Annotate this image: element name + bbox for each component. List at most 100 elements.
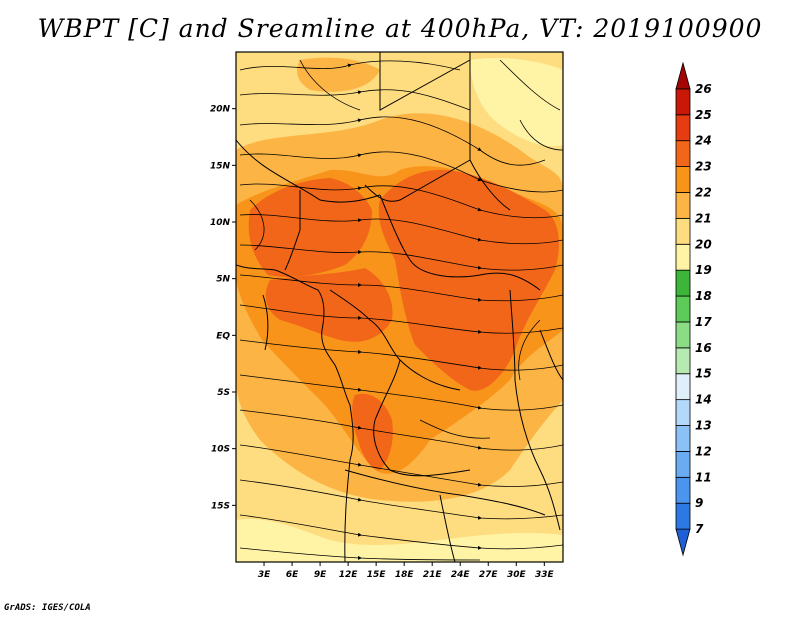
footer-credit: GrADS: IGES/COLA bbox=[4, 603, 91, 613]
colorbar-swatch bbox=[675, 476, 691, 504]
colorbar-label: 23 bbox=[695, 160, 712, 174]
colorbar-label: 15 bbox=[695, 367, 712, 381]
colorbar-label: 13 bbox=[695, 419, 712, 433]
lon-tick-label: 15E bbox=[367, 570, 387, 580]
colorbar-swatch bbox=[675, 166, 691, 193]
lat-tick-label: 5S bbox=[217, 388, 230, 398]
lat-tick-label: 5N bbox=[216, 275, 230, 285]
streamline bbox=[239, 151, 563, 193]
streamline bbox=[239, 304, 563, 334]
streamline bbox=[239, 214, 563, 245]
border-line bbox=[379, 194, 541, 291]
colorbar-label: 20 bbox=[695, 237, 712, 251]
streamline bbox=[239, 116, 546, 166]
streamline bbox=[239, 514, 563, 550]
streamline bbox=[239, 339, 563, 371]
lat-tick-label: 15S bbox=[211, 501, 230, 511]
streamline bbox=[239, 547, 481, 561]
latitude-axis: 20N 15N 10N 5N EQ 5S 10S 15S bbox=[210, 105, 236, 511]
streamline bbox=[499, 59, 561, 111]
colorbar-swatch bbox=[675, 347, 691, 375]
border-line bbox=[344, 469, 546, 516]
streamline bbox=[239, 244, 563, 271]
border-line bbox=[539, 469, 561, 531]
lon-tick-label: 30E bbox=[507, 570, 527, 580]
streamline bbox=[239, 183, 563, 219]
colorbar-swatch bbox=[675, 502, 691, 530]
colorbar-label: 19 bbox=[695, 263, 712, 277]
border-line bbox=[539, 329, 563, 381]
colorbar-swatch bbox=[675, 269, 691, 297]
lon-tick-label: 21E bbox=[423, 570, 443, 580]
lon-tick-label: 12E bbox=[339, 570, 359, 580]
streamline bbox=[299, 59, 361, 111]
border-line bbox=[364, 159, 471, 202]
colorbar-swatch bbox=[675, 61, 691, 90]
colorbar-swatch bbox=[675, 243, 691, 271]
colorbar-swatch bbox=[675, 321, 691, 349]
colorbar-swatch bbox=[675, 192, 691, 219]
border-line bbox=[284, 190, 301, 271]
colorbar-swatch bbox=[675, 88, 691, 116]
lon-tick-label: 6E bbox=[286, 570, 299, 580]
colorbar-swatch bbox=[675, 373, 691, 401]
colorbar-label: 18 bbox=[695, 289, 712, 303]
colorbar-label: 12 bbox=[695, 444, 712, 458]
lon-tick-label: 27E bbox=[479, 570, 499, 580]
lat-tick-label: 20N bbox=[210, 105, 231, 115]
lon-tick-label: 18E bbox=[395, 570, 415, 580]
colorbar-label: 9 bbox=[695, 496, 703, 510]
map-frame bbox=[235, 51, 564, 563]
colorbar-label: 24 bbox=[695, 134, 712, 148]
colorbar-label: 25 bbox=[695, 108, 712, 122]
colorbar-label: 22 bbox=[695, 185, 712, 199]
colorbar-label: 14 bbox=[695, 393, 712, 407]
lon-tick-label: 33E bbox=[535, 570, 555, 580]
wbpt-region-21b bbox=[297, 57, 380, 92]
map-title: WBPT [C] and Sreamline at 400hPa, VT: 20… bbox=[37, 14, 763, 43]
colorbar-label: 26 bbox=[695, 82, 712, 96]
border-line bbox=[509, 289, 541, 471]
colorbar-swatch bbox=[675, 425, 691, 452]
colorbar-label: 16 bbox=[695, 341, 712, 355]
wbpt-region-19b bbox=[236, 519, 563, 562]
streamline bbox=[518, 319, 541, 381]
colorbar-swatch bbox=[675, 217, 691, 245]
streamline bbox=[239, 60, 461, 71]
longitude-axis: 3E 6E 9E 12E 15E 18E 21E 24E 27E 30E 33E bbox=[258, 562, 555, 580]
wbpt-shading bbox=[236, 52, 563, 562]
border-line bbox=[329, 289, 461, 391]
streamline bbox=[249, 199, 265, 251]
coastline bbox=[236, 264, 354, 562]
colorbar-label: 17 bbox=[695, 315, 712, 329]
colorbar-swatch bbox=[675, 451, 691, 478]
border-line bbox=[262, 294, 269, 351]
streamline bbox=[519, 119, 563, 151]
streamline bbox=[239, 444, 563, 487]
colorbar: 7 9 11 12 13 14 15 16 17 18 19 20 21 22 23 24 25 26 bbox=[675, 61, 712, 557]
wbpt-region-19 bbox=[470, 58, 563, 147]
border-line bbox=[236, 139, 381, 203]
country-borders bbox=[236, 52, 563, 562]
colorbar-label: 11 bbox=[695, 470, 712, 484]
lat-tick-label: 10S bbox=[211, 445, 230, 455]
streamline bbox=[419, 419, 491, 439]
lon-tick-label: 3E bbox=[258, 570, 271, 580]
lon-tick-label: 9E bbox=[314, 570, 327, 580]
colorbar-swatch bbox=[675, 399, 691, 426]
streamline bbox=[239, 409, 563, 451]
colorbar-swatch bbox=[675, 140, 691, 167]
colorbar-swatch bbox=[675, 295, 691, 323]
border-line bbox=[373, 359, 471, 477]
colorbar-swatch bbox=[675, 114, 691, 142]
colorbar-label: 21 bbox=[695, 211, 712, 225]
lon-tick-label: 24E bbox=[451, 570, 471, 580]
streamline bbox=[239, 89, 471, 111]
colorbar-swatch bbox=[675, 528, 691, 557]
border-line bbox=[439, 494, 456, 562]
lat-tick-label: 10N bbox=[210, 218, 231, 228]
border-line bbox=[379, 52, 471, 111]
lat-tick-label: EQ bbox=[216, 331, 230, 341]
colorbar-label: 7 bbox=[695, 522, 704, 536]
